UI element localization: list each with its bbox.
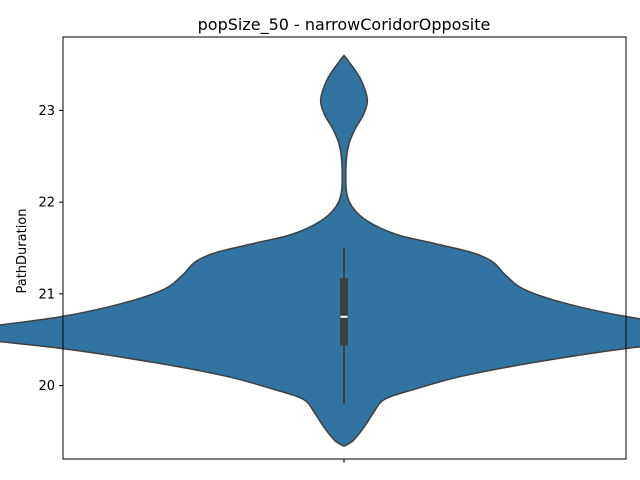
chart-title: popSize_50 - narrowCoridorOpposite (198, 15, 491, 35)
plot-area (0, 54, 640, 447)
y-tick-label: 21 (38, 287, 55, 302)
y-tick-label: 22 (38, 196, 55, 211)
y-axis-label: PathDuration (15, 208, 30, 293)
y-tick-label: 20 (38, 379, 55, 394)
violin-body (0, 54, 640, 447)
y-axis: 20 21 22 23 (38, 104, 63, 394)
y-tick-label: 23 (38, 104, 55, 119)
iqr-box (340, 278, 348, 346)
